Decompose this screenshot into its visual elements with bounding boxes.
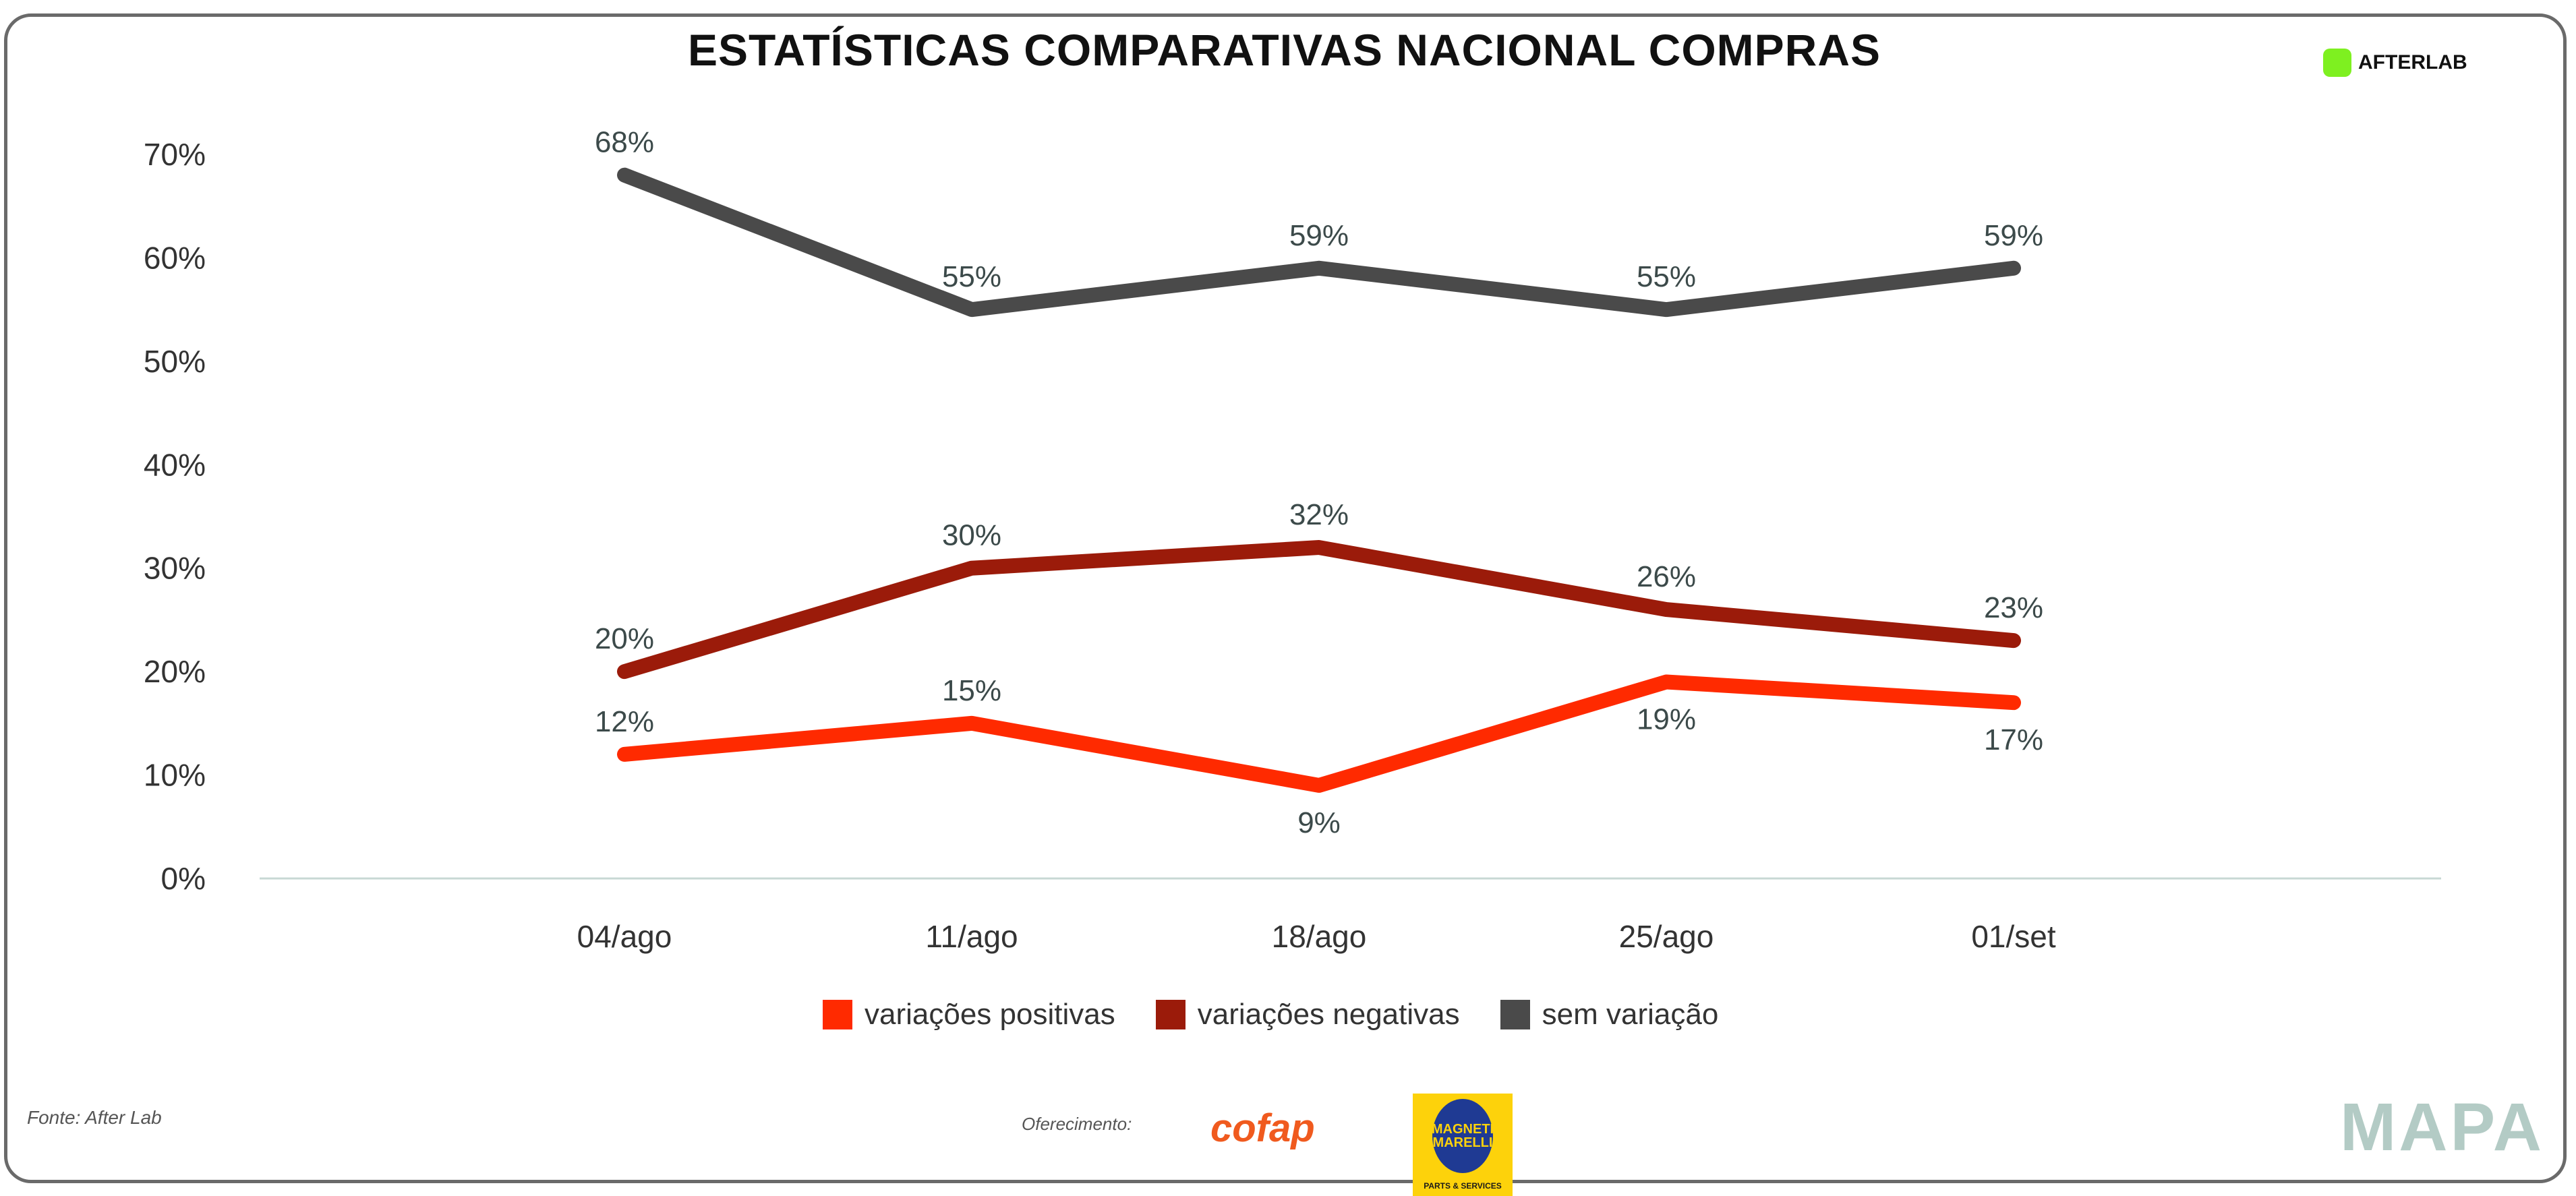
afterlab-text: AFTERLAB: [2358, 51, 2467, 73]
data-label: 15%: [942, 674, 1001, 707]
legend-label: variações positivas: [865, 998, 1115, 1031]
y-tick-label: 20%: [144, 654, 206, 689]
legend-swatch: [1500, 1000, 1530, 1029]
legend: variações positivas variações negativas …: [823, 998, 1718, 1031]
data-label: 23%: [1984, 591, 2043, 624]
sponsor-label: Oferecimento:: [1022, 1114, 1132, 1134]
legend-swatch: [1155, 1000, 1185, 1029]
afterlab-mark-icon: [2323, 49, 2351, 77]
data-label: 68%: [595, 126, 654, 159]
data-label: 19%: [1637, 702, 1696, 736]
legend-item: variações negativas: [1155, 998, 1460, 1031]
data-point: [624, 174, 625, 176]
data-point: [624, 753, 625, 755]
data-label: 59%: [1984, 219, 2043, 252]
legend-swatch: [823, 1000, 852, 1029]
data-label: 26%: [1637, 560, 1696, 593]
y-tick-label: 60%: [144, 240, 206, 275]
y-tick-label: 50%: [144, 344, 206, 379]
marelli-subtitle: PARTS & SERVICES: [1424, 1181, 1502, 1191]
legend-item: sem variação: [1500, 998, 1719, 1031]
data-point: [971, 567, 972, 569]
data-label: 55%: [1637, 260, 1696, 293]
x-tick-label: 18/ago: [1272, 919, 1367, 954]
x-tick-label: 04/ago: [577, 919, 672, 954]
data-point: [1666, 609, 1667, 611]
source-note: Fonte: After Lab: [27, 1107, 162, 1128]
data-label: 12%: [595, 705, 654, 738]
mapa-logo: MAPA: [2340, 1089, 2545, 1165]
chart-title: ESTATÍSTICAS COMPARATIVAS NACIONAL COMPR…: [688, 25, 1881, 75]
data-point: [2013, 267, 2014, 269]
data-label: 30%: [942, 519, 1001, 552]
series-line: [617, 674, 2021, 793]
x-tick-label: 25/ago: [1619, 919, 1714, 954]
data-point: [624, 671, 625, 673]
legend-label: sem variação: [1542, 998, 1719, 1031]
marelli-oval: MAGNETI MARELLI: [1432, 1099, 1494, 1173]
data-point: [2013, 702, 2014, 704]
cofap-logo: cofap: [1210, 1106, 1315, 1150]
legend-label: variações negativas: [1197, 998, 1460, 1031]
data-point: [971, 722, 972, 724]
data-point: [1318, 547, 1320, 549]
data-point: [1318, 267, 1320, 269]
y-tick-label: 10%: [144, 758, 206, 793]
x-tick-label: 01/set: [1971, 919, 2056, 954]
data-label: 20%: [595, 622, 654, 655]
data-point: [1318, 784, 1320, 786]
data-point: [1666, 681, 1667, 683]
data-label: 17%: [1984, 723, 2043, 756]
y-tick-label: 40%: [144, 447, 206, 482]
legend-item: variações positivas: [823, 998, 1115, 1031]
y-tick-label: 70%: [144, 137, 206, 172]
data-label: 55%: [942, 260, 1001, 293]
series-line: [617, 540, 2021, 680]
x-tick-label: 11/ago: [925, 919, 1018, 954]
card-frame: [4, 13, 2567, 1183]
data-point: [1666, 309, 1667, 311]
magneti-marelli-logo: MAGNETI MARELLI PARTS & SERVICES: [1413, 1094, 1513, 1196]
data-label: 9%: [1297, 806, 1341, 839]
data-point: [971, 309, 972, 311]
y-tick-label: 0%: [161, 861, 206, 896]
afterlab-logo: AFTERLAB: [2323, 49, 2467, 77]
data-point: [2013, 640, 2014, 642]
y-tick-label: 30%: [144, 551, 206, 586]
data-label: 59%: [1289, 219, 1349, 252]
data-label: 32%: [1289, 498, 1349, 531]
